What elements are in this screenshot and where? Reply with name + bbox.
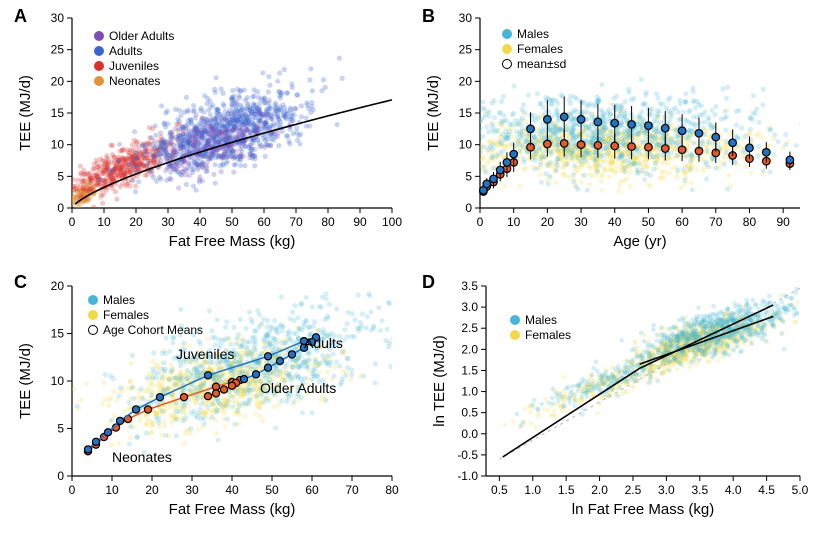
panel-c-legend: MalesFemalesAge Cohort Means xyxy=(88,292,203,338)
panel-c: 0 10 20 30 40 50 60 70 80 0 5 10 15 20 Fat Free Mass (… xyxy=(17,275,462,518)
svg-text:10: 10 xyxy=(459,138,473,152)
panel-b: 0 10 20 30 40 50 60 70 80 90 0 5 10 15 20 25 30 Age (yr) T… xyxy=(329,11,824,250)
svg-text:40: 40 xyxy=(225,483,239,497)
svg-text:30: 30 xyxy=(459,11,473,25)
legend-item: Males xyxy=(88,293,203,307)
legend-label: Older Adults xyxy=(109,29,174,43)
legend-item: Neonates xyxy=(94,74,174,88)
svg-text:30: 30 xyxy=(574,215,588,229)
svg-text:Fat Free Mass (kg): Fat Free Mass (kg) xyxy=(169,501,296,518)
svg-text:0: 0 xyxy=(69,483,76,497)
svg-text:70: 70 xyxy=(709,215,723,229)
svg-text:10: 10 xyxy=(507,215,521,229)
svg-text:5: 5 xyxy=(465,169,472,183)
svg-text:TEE (MJ/d): TEE (MJ/d) xyxy=(17,75,34,151)
svg-text:0: 0 xyxy=(57,201,64,215)
svg-text:70: 70 xyxy=(289,215,303,229)
legend-label: Adults xyxy=(109,44,142,58)
svg-text:70: 70 xyxy=(345,483,359,497)
legend-label: Neonates xyxy=(109,74,160,88)
legend-item: mean±sd xyxy=(502,57,566,71)
legend-item: Adults xyxy=(94,44,174,58)
panel-a: 0 10 20 30 40 50 60 70 80 90 100 0 5 10 15 20 25 30 Fat Fr… xyxy=(17,11,402,250)
legend-item: Females xyxy=(88,308,203,322)
svg-text:15: 15 xyxy=(51,327,65,341)
panel-a-label: A xyxy=(14,6,27,27)
svg-text:20: 20 xyxy=(541,215,555,229)
panel-b-legend: MalesFemalesmean±sd xyxy=(502,26,566,72)
svg-text:30: 30 xyxy=(185,483,199,497)
svg-text:50: 50 xyxy=(225,215,239,229)
svg-text:10: 10 xyxy=(97,215,111,229)
legend-label: Males xyxy=(525,313,557,327)
svg-text:15: 15 xyxy=(459,106,473,120)
legend-label: mean±sd xyxy=(517,57,566,71)
svg-text:25: 25 xyxy=(459,43,473,57)
svg-text:60: 60 xyxy=(305,483,319,497)
panel-d: 0.51.01.52.02.53.03.54.04.55.0-1.0-0.50.… xyxy=(431,279,824,518)
legend-label: Females xyxy=(525,328,571,342)
svg-text:80: 80 xyxy=(385,483,399,497)
legend-item: Age Cohort Means xyxy=(88,323,203,337)
legend-label: Males xyxy=(517,27,549,41)
svg-text:100: 100 xyxy=(382,215,402,229)
svg-text:50: 50 xyxy=(265,483,279,497)
panel-d-label: D xyxy=(422,272,435,293)
legend-label: Females xyxy=(517,42,563,56)
panel-a-legend: Older AdultsAdultsJuvenilesNeonates xyxy=(94,28,174,89)
legend-item: Older Adults xyxy=(94,29,174,43)
svg-text:20: 20 xyxy=(51,279,65,293)
svg-text:30: 30 xyxy=(161,215,175,229)
legend-item: Juveniles xyxy=(94,59,174,73)
svg-text:TEE (MJ/d): TEE (MJ/d) xyxy=(17,343,34,419)
legend-item: Males xyxy=(502,27,566,41)
svg-text:0: 0 xyxy=(57,469,64,483)
panel-d-legend: MalesFemales xyxy=(510,312,571,343)
legend-label: Females xyxy=(103,308,149,322)
svg-text:40: 40 xyxy=(193,215,207,229)
svg-text:0: 0 xyxy=(69,215,76,229)
legend-label: Males xyxy=(103,293,135,307)
svg-text:90: 90 xyxy=(353,215,367,229)
svg-text:0: 0 xyxy=(465,201,472,215)
svg-text:25: 25 xyxy=(51,43,65,57)
legend-item: Females xyxy=(510,328,571,342)
svg-text:50: 50 xyxy=(642,215,656,229)
svg-text:TEE (MJ/d): TEE (MJ/d) xyxy=(425,75,442,151)
svg-text:10: 10 xyxy=(51,138,65,152)
svg-text:0: 0 xyxy=(477,215,484,229)
svg-text:5: 5 xyxy=(57,169,64,183)
panel-c-label: C xyxy=(14,272,27,293)
svg-text:10: 10 xyxy=(105,483,119,497)
svg-text:30: 30 xyxy=(51,11,65,25)
svg-text:20: 20 xyxy=(145,483,159,497)
svg-text:Fat Free Mass (kg): Fat Free Mass (kg) xyxy=(169,233,296,250)
svg-text:20: 20 xyxy=(51,74,65,88)
svg-text:10: 10 xyxy=(51,374,65,388)
legend-item: Males xyxy=(510,313,571,327)
svg-text:90: 90 xyxy=(776,215,790,229)
svg-text:80: 80 xyxy=(321,215,335,229)
panel-b-label: B xyxy=(422,6,435,27)
svg-text:15: 15 xyxy=(51,106,65,120)
svg-text:80: 80 xyxy=(743,215,757,229)
svg-text:20: 20 xyxy=(459,74,473,88)
svg-text:60: 60 xyxy=(675,215,689,229)
legend-label: Age Cohort Means xyxy=(103,323,203,337)
svg-text:40: 40 xyxy=(608,215,622,229)
svg-text:60: 60 xyxy=(257,215,271,229)
svg-text:20: 20 xyxy=(129,215,143,229)
legend-item: Females xyxy=(502,42,566,56)
legend-label: Juveniles xyxy=(109,59,159,73)
svg-text:5: 5 xyxy=(57,422,64,436)
svg-text:Age (yr): Age (yr) xyxy=(613,233,666,250)
